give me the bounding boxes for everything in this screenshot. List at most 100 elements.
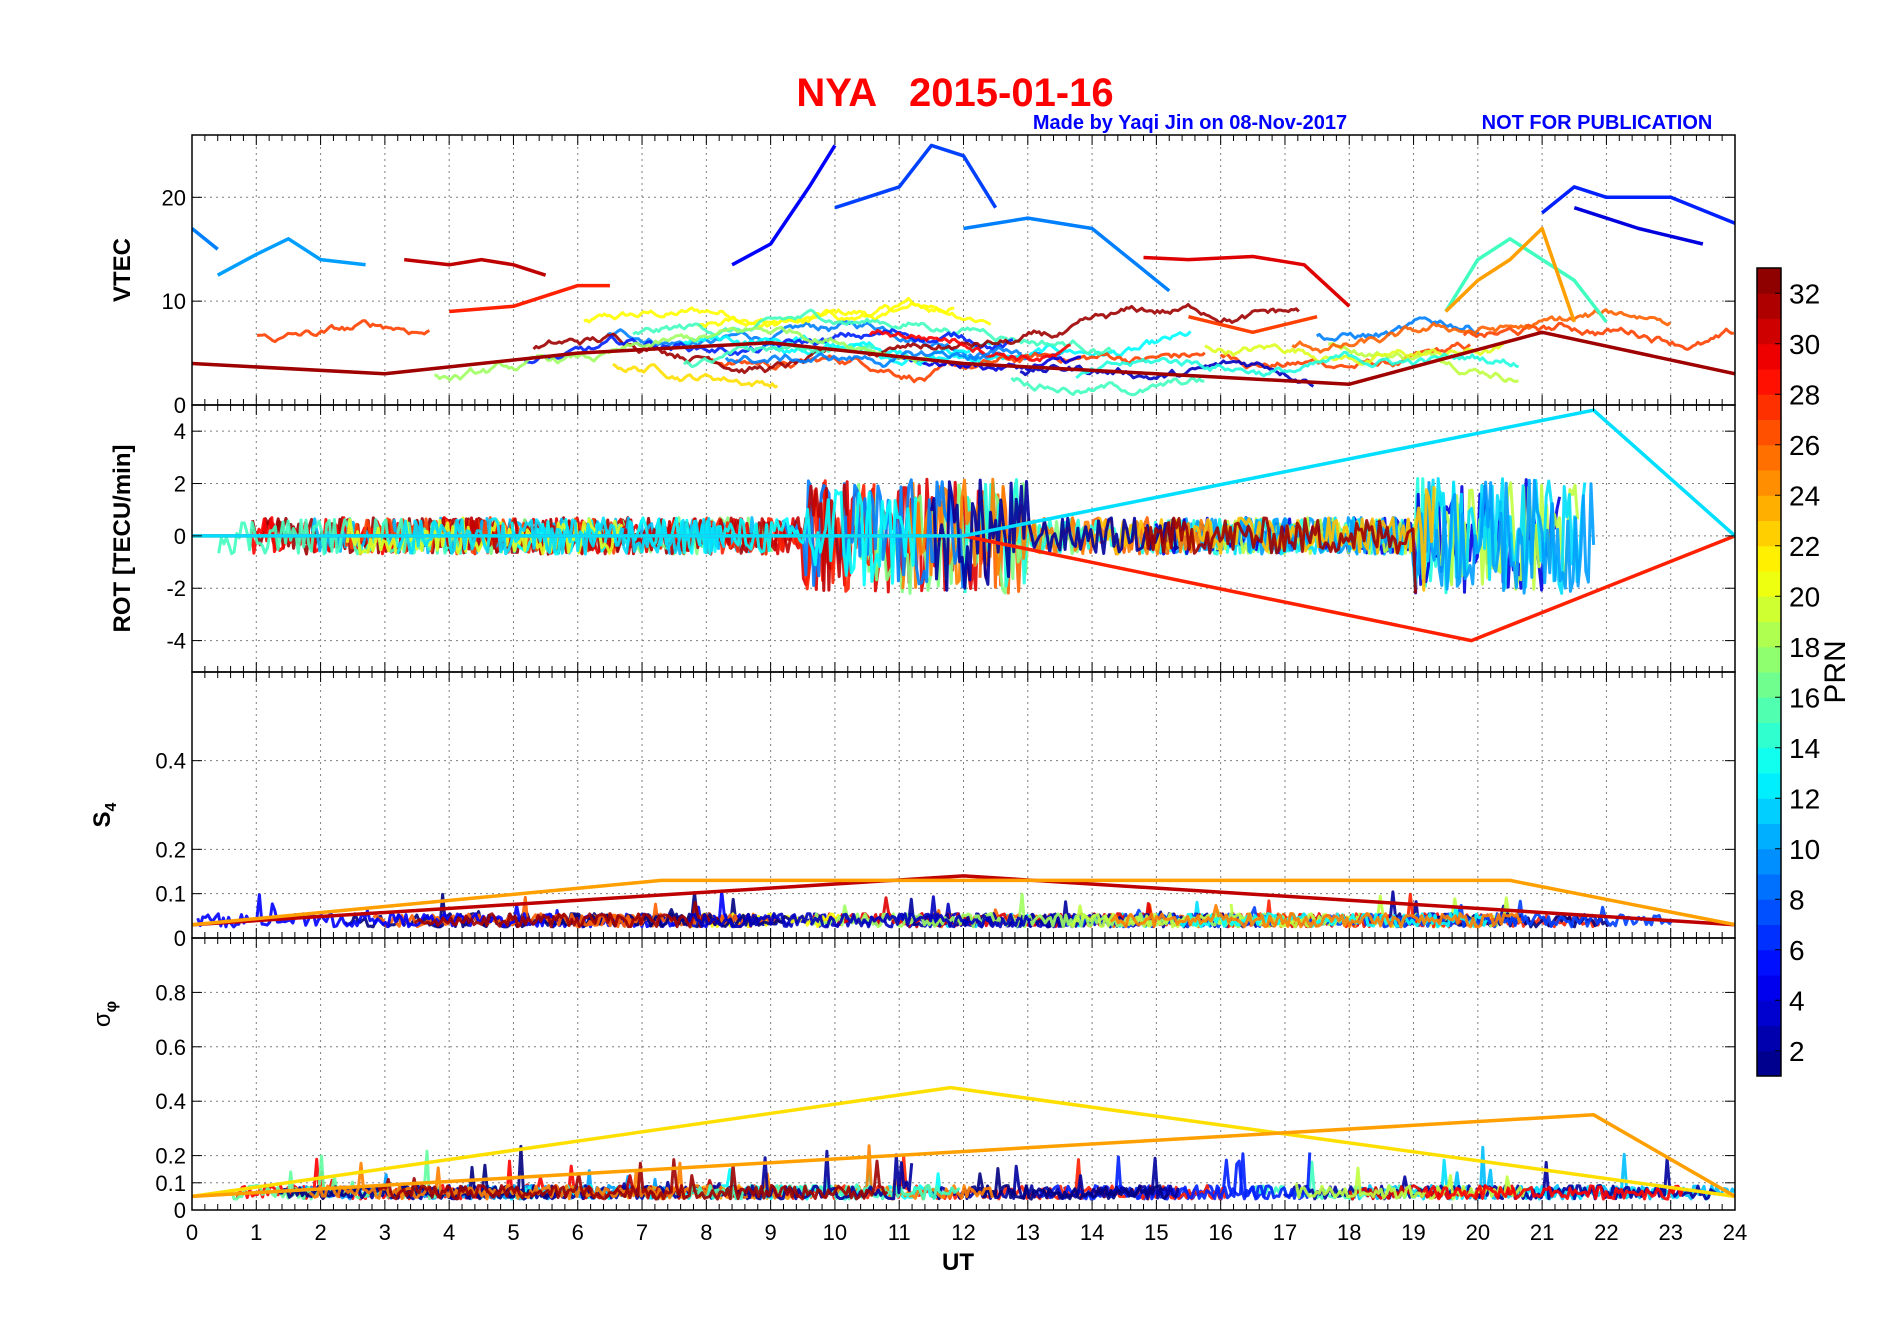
trace-line — [1462, 321, 1734, 351]
chart-title: NYA 2015-01-16 — [796, 71, 1113, 115]
vtec-panel: 0 10 20 VTEC — [109, 134, 1736, 418]
colorbar-cell — [1757, 419, 1781, 446]
x-tick-label: 10 — [823, 1220, 847, 1245]
y-tick-label: 0.6 — [155, 1035, 186, 1060]
colorbar-tick-label: 24 — [1789, 480, 1820, 511]
x-tick-label: 12 — [951, 1220, 975, 1245]
credit-text: Made by Yaqi Jin on 08-Nov-2017 — [1033, 112, 1347, 134]
colorbar-cell — [1757, 874, 1781, 900]
colorbar-cell — [1757, 571, 1781, 597]
colorbar-tick-label: 14 — [1789, 733, 1820, 764]
colorbar-tick-label: 22 — [1789, 531, 1820, 562]
y-tick-label: 20 — [162, 185, 186, 210]
x-tick-label: 18 — [1337, 1220, 1361, 1245]
colorbar-tick-label: 8 — [1789, 884, 1805, 915]
trace-line — [377, 1158, 889, 1201]
trace-line — [687, 895, 1032, 929]
colorbar-tick-label: 20 — [1789, 581, 1820, 612]
x-tick-label: 19 — [1401, 1220, 1425, 1245]
colorbar-cell — [1757, 369, 1781, 395]
trace-line — [1179, 907, 1488, 929]
series-line — [192, 874, 1735, 927]
colorbar-tick-label: 32 — [1789, 278, 1820, 309]
y-tick-label: 0 — [174, 1198, 186, 1223]
colorbar-cell — [1757, 924, 1781, 951]
colorbar-cell — [1757, 773, 1781, 799]
y-tick-label: 0.1 — [155, 1171, 186, 1196]
x-tick-label: 24 — [1723, 1220, 1747, 1245]
trace-line — [1422, 1184, 1685, 1201]
x-tick-label: 5 — [507, 1220, 519, 1245]
x-tick-label: 9 — [765, 1220, 777, 1245]
trace-line — [1204, 342, 1505, 366]
trace-line — [532, 332, 828, 375]
trace-line — [868, 329, 1072, 363]
colorbar-cell — [1757, 949, 1781, 976]
trace-line — [963, 1167, 1169, 1201]
colorbar-cell — [1757, 975, 1781, 1001]
colorbar-cell — [1757, 899, 1781, 925]
trace-line — [724, 345, 1022, 368]
trace-line — [217, 517, 468, 556]
series-line — [192, 227, 219, 251]
trace-line — [583, 301, 955, 327]
colorbar-cell — [1757, 1000, 1781, 1026]
colorbar-cell — [1757, 798, 1781, 824]
colorbar-tick-label: 10 — [1789, 834, 1820, 865]
series-line — [192, 1113, 1735, 1199]
x-tick-label: 4 — [443, 1220, 455, 1245]
colorbar-cell — [1757, 394, 1781, 420]
trace-line — [1315, 316, 1480, 342]
series-line — [834, 143, 998, 210]
colorbar-label: PRN — [1819, 640, 1852, 703]
series-line — [1444, 237, 1608, 323]
trace-line — [433, 325, 935, 382]
colorbar-cell — [1757, 621, 1781, 648]
series-line — [192, 408, 1735, 538]
y-tick-label: 0.2 — [155, 837, 186, 862]
y-tick-label: 0 — [174, 524, 186, 549]
trace-line — [1291, 308, 1672, 354]
series-line — [192, 330, 1735, 386]
x-tick-label: 8 — [700, 1220, 712, 1245]
trace-line — [1075, 350, 1520, 379]
colorbar-cell — [1757, 646, 1781, 673]
y-axis-label: S4 — [89, 802, 120, 827]
series-line — [192, 1085, 1735, 1199]
colorbar-cell — [1757, 293, 1781, 319]
colorbar-tick-label: 28 — [1789, 379, 1820, 410]
colorbar-cell — [1757, 596, 1781, 622]
trace-line — [929, 478, 1180, 592]
y-tick-label: -4 — [166, 629, 186, 654]
x-tick-label: 11 — [888, 1220, 911, 1245]
y-tick-label: 4 — [174, 419, 186, 444]
x-tick-label: 7 — [636, 1220, 648, 1245]
trace-line — [1109, 904, 1523, 929]
x-tick-label: 3 — [379, 1220, 391, 1245]
colorbar-cell — [1757, 470, 1781, 496]
s4-panel: 0 0.1 0.2 0.4 S4 — [89, 671, 1736, 951]
trace-line — [612, 362, 778, 389]
y-tick-label: 0.2 — [155, 1144, 186, 1169]
y-tick-label: 2 — [174, 472, 186, 497]
trace-line — [1010, 376, 1205, 397]
y-tick-label: 0 — [174, 393, 186, 418]
colorbar-tick-label: 26 — [1789, 430, 1820, 461]
series-line — [1188, 314, 1318, 335]
series-line — [192, 878, 1735, 927]
trace-line — [632, 308, 1113, 356]
series-line — [449, 283, 610, 314]
colorbar-cell — [1757, 1050, 1781, 1077]
x-tick-label: 15 — [1144, 1220, 1168, 1245]
x-tick-label: 21 — [1530, 1220, 1554, 1245]
series-line — [1444, 226, 1576, 323]
trace-line — [396, 516, 726, 556]
x-tick-label: 6 — [572, 1220, 584, 1245]
colorbar-tick-label: 16 — [1789, 682, 1820, 713]
colorbar-frame — [1756, 267, 1782, 1077]
colorbar-cell — [1757, 444, 1781, 471]
colorbar-tick-label: 4 — [1789, 985, 1805, 1016]
series-line — [216, 237, 366, 277]
axes-frame — [191, 937, 1736, 1211]
